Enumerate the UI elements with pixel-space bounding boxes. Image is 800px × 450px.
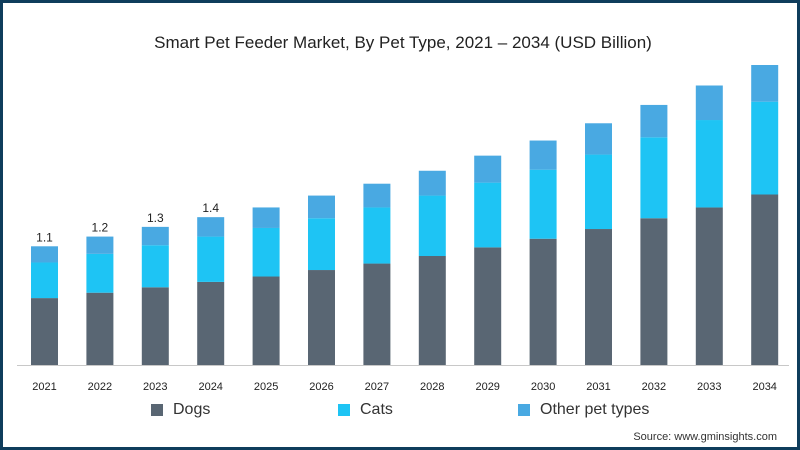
data-label-2023: 1.3 [147, 211, 164, 225]
bar-cats-2033 [695, 120, 723, 208]
bar-cats-2031 [585, 154, 612, 230]
legend: Dogs Cats Other pet types [3, 401, 800, 425]
bar-cats-2026 [308, 218, 335, 271]
legend-label-dogs: Dogs [173, 401, 211, 418]
bar-dogs-2034 [751, 194, 779, 365]
legend-item-cats: Cats [338, 401, 393, 419]
x-tick-label-2028: 2028 [420, 381, 444, 393]
bar-cats-2023 [141, 245, 169, 288]
bar-dogs-2029 [474, 247, 502, 365]
x-tick-label-2024: 2024 [198, 381, 222, 393]
x-tick-label-2021: 2021 [32, 381, 56, 393]
bar-other-pet-types-2031 [585, 123, 612, 155]
legend-swatch-dogs [151, 404, 163, 416]
x-tick-label-2023: 2023 [143, 381, 167, 393]
bar-dogs-2031 [585, 229, 612, 365]
bar-chart: 1.1 2021 1.2 2022 1.3 2023 1.4 2024 2025 2026 2027… [17, 65, 789, 393]
chart-title: Smart Pet Feeder Market, By Pet Type, 20… [154, 33, 652, 52]
bar-other-pet-types-2025 [252, 207, 280, 228]
bar-other-pet-types-2028 [418, 170, 446, 196]
bar-other-pet-types-2021 [31, 246, 58, 263]
x-tick-label-2022: 2022 [88, 381, 112, 393]
bar-dogs-2024 [197, 281, 225, 365]
bar-dogs-2030 [529, 238, 557, 365]
bar-other-pet-types-2033 [695, 85, 723, 121]
bar-cats-2021 [31, 262, 58, 299]
bar-cats-2024 [197, 236, 225, 282]
legend-label-other-pet-types: Other pet types [540, 401, 650, 418]
bar-dogs-2028 [418, 256, 446, 365]
bar-other-pet-types-2024 [197, 217, 225, 237]
x-tick-label-2029: 2029 [475, 381, 499, 393]
bar-cats-2025 [252, 227, 280, 277]
bar-dogs-2033 [695, 207, 723, 365]
bar-dogs-2026 [308, 270, 335, 365]
bar-dogs-2025 [252, 276, 280, 365]
bar-other-pet-types-2023 [141, 226, 169, 246]
bar-other-pet-types-2026 [308, 195, 335, 219]
bar-other-pet-types-2022 [86, 236, 114, 254]
bar-dogs-2027 [363, 263, 391, 365]
legend-label-cats: Cats [360, 401, 393, 418]
bar-cats-2034 [751, 101, 779, 195]
x-tick-label-2027: 2027 [365, 381, 389, 393]
x-tick-label-2025: 2025 [254, 381, 278, 393]
bar-other-pet-types-2027 [363, 183, 391, 208]
bar-other-pet-types-2032 [640, 104, 668, 138]
legend-item-dogs: Dogs [151, 401, 210, 419]
bar-cats-2022 [86, 253, 114, 293]
bar-dogs-2022 [86, 292, 114, 365]
bar-cats-2029 [474, 182, 502, 248]
bar-dogs-2023 [141, 287, 169, 365]
x-tick-label-2030: 2030 [531, 381, 555, 393]
data-label-2021: 1.1 [36, 230, 53, 244]
legend-item-other-pet-types: Other pet types [518, 401, 649, 419]
bar-other-pet-types-2034 [751, 65, 779, 102]
bar-dogs-2021 [31, 298, 58, 365]
x-tick-label-2034: 2034 [752, 381, 776, 393]
legend-swatch-cats [338, 404, 350, 416]
data-label-2022: 1.2 [92, 221, 109, 235]
x-tick-label-2033: 2033 [697, 381, 721, 393]
x-tick-label-2031: 2031 [586, 381, 610, 393]
data-label-2024: 1.4 [202, 201, 219, 215]
bar-other-pet-types-2030 [529, 140, 557, 170]
x-tick-label-2026: 2026 [309, 381, 333, 393]
bar-cats-2027 [363, 207, 391, 264]
bar-dogs-2032 [640, 218, 668, 365]
source-note: Source: www.gminsights.com [633, 431, 777, 443]
legend-swatch-other-pet-types [518, 404, 530, 416]
bar-other-pet-types-2029 [474, 155, 502, 183]
bar-cats-2030 [529, 169, 557, 239]
x-tick-label-2032: 2032 [642, 381, 666, 393]
bar-cats-2032 [640, 137, 668, 219]
bar-cats-2028 [418, 195, 446, 257]
